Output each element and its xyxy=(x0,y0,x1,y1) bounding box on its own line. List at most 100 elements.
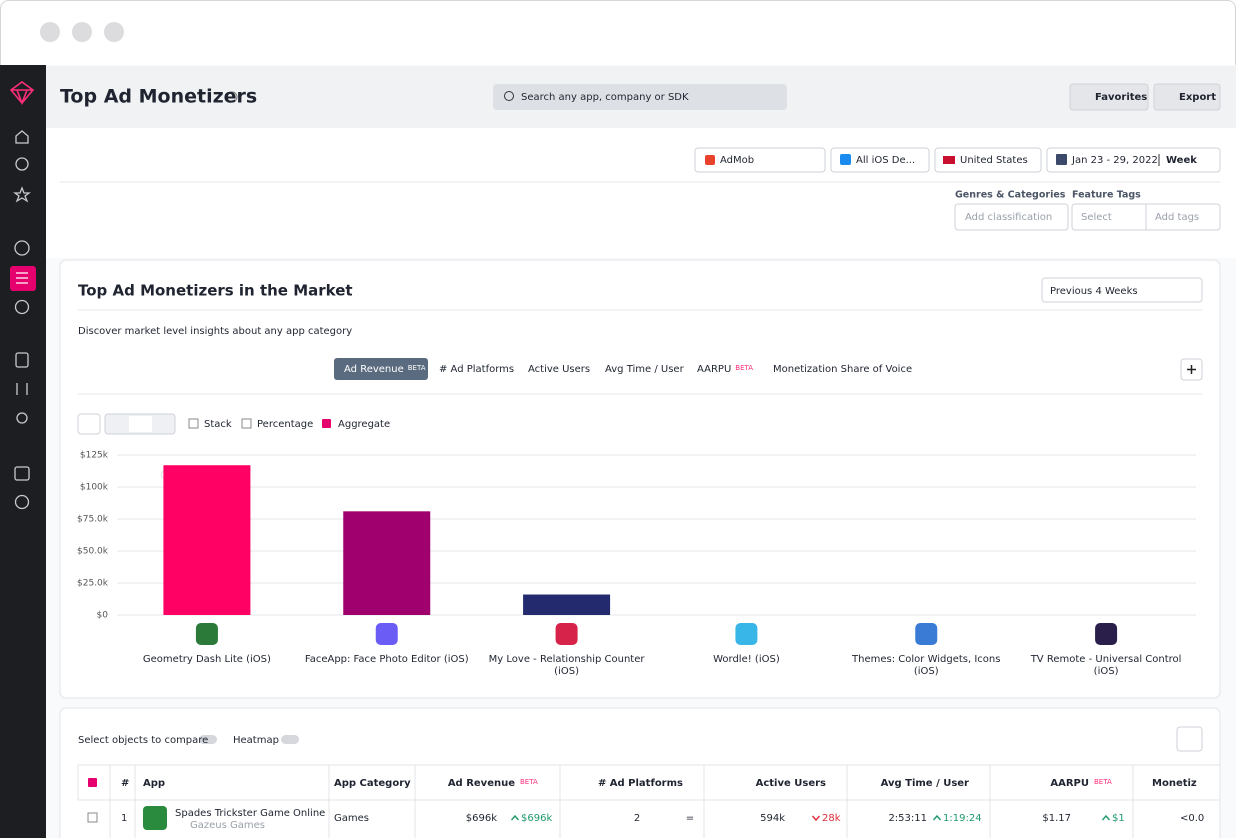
column-header[interactable]: Monetiz xyxy=(1152,778,1197,789)
column-header[interactable]: # Ad Platforms xyxy=(598,778,683,789)
badge: BETA xyxy=(735,364,753,372)
column-header[interactable]: App xyxy=(143,778,165,789)
tab[interactable]: AARPU xyxy=(697,364,731,375)
nav-ideas[interactable] xyxy=(16,412,28,424)
field-label: Genres & Categories xyxy=(955,190,1066,201)
description: Discover market level insights about any… xyxy=(78,326,352,337)
period-select[interactable] xyxy=(1041,277,1203,303)
network-select[interactable] xyxy=(694,147,826,173)
y-tick-label: $75.0k xyxy=(77,515,109,525)
cell-change: 1:19:24 xyxy=(943,813,982,824)
search-box[interactable] xyxy=(493,84,787,110)
bar xyxy=(523,594,611,615)
placeholder: Select xyxy=(1081,212,1112,223)
x-tick-label: Themes: Color Widgets, Icons (iOS) xyxy=(851,654,1000,677)
column-header[interactable]: Active Users xyxy=(756,778,826,789)
export-button[interactable] xyxy=(1153,83,1221,111)
cell-publisher: Gazeus Games xyxy=(190,820,265,831)
y-tick-label: $100k xyxy=(80,483,109,493)
y-tick-label: $125k xyxy=(80,451,109,461)
checkbox[interactable] xyxy=(188,418,199,429)
toggle-label: Select objects to compare xyxy=(78,735,208,746)
nav-home[interactable] xyxy=(15,130,29,144)
favorites-button[interactable] xyxy=(1069,83,1149,111)
arrow-up xyxy=(1101,814,1111,821)
tab[interactable]: Active Users xyxy=(528,364,590,375)
window-dot[interactable] xyxy=(40,22,60,42)
row-checkbox[interactable] xyxy=(87,812,98,823)
nav-favorites[interactable] xyxy=(13,186,31,203)
sidebar xyxy=(0,65,46,838)
select-value: AdMob xyxy=(720,155,754,166)
window-dot[interactable] xyxy=(72,22,92,42)
chart-type-active[interactable] xyxy=(129,416,152,432)
arrow-down xyxy=(811,815,821,822)
flag-icon xyxy=(943,156,955,164)
help-icon[interactable] xyxy=(226,91,238,103)
button-label: Favorites xyxy=(1095,92,1147,103)
badge: BETA xyxy=(408,364,426,372)
tab[interactable]: Monetization Share of Voice xyxy=(773,364,912,375)
column-header[interactable]: Avg Time / User xyxy=(881,778,969,789)
admob-icon xyxy=(705,155,715,165)
cell-change: 28k xyxy=(822,813,841,824)
cell: 1 xyxy=(121,813,127,824)
window-dot[interactable] xyxy=(104,22,124,42)
badge: BETA xyxy=(520,778,538,786)
page-title: Top Ad Monetizers xyxy=(60,86,257,108)
nav-explore[interactable] xyxy=(14,299,30,315)
card-title: Top Ad Monetizers in the Market xyxy=(78,282,353,300)
select-value: Previous 4 Weeks xyxy=(1050,286,1138,297)
cell-change: $1 xyxy=(1112,813,1125,824)
nav-reports[interactable] xyxy=(15,352,29,368)
column-header[interactable]: Ad Revenue xyxy=(448,778,515,789)
zoom-button[interactable] xyxy=(77,413,101,435)
tab[interactable]: # Ad Platforms xyxy=(439,364,514,375)
column-lines xyxy=(109,765,1134,838)
date-select[interactable] xyxy=(1046,147,1221,173)
tab[interactable]: Ad Revenue xyxy=(344,364,404,375)
cell: $696k xyxy=(466,813,497,824)
x-tick-label: Wordle! (iOS) xyxy=(713,654,780,665)
toggle[interactable] xyxy=(199,735,217,744)
button-label: Export xyxy=(1179,92,1216,103)
cell-change: $696k xyxy=(521,813,552,824)
nav-search[interactable] xyxy=(14,494,30,510)
placeholder: Add tags xyxy=(1155,212,1199,223)
column-header[interactable]: AARPU xyxy=(1050,778,1089,789)
app-icon xyxy=(375,623,398,645)
toggle-label: Heatmap xyxy=(233,735,279,746)
search-placeholder: Search any app, company or SDK xyxy=(521,92,689,103)
nav-creatives[interactable] xyxy=(14,466,30,481)
cell: <0.0 xyxy=(1180,813,1204,824)
nav-compare[interactable] xyxy=(16,383,28,395)
calendar-icon xyxy=(1056,154,1067,165)
nav-network[interactable] xyxy=(15,157,29,171)
table-header xyxy=(77,764,1221,801)
checkbox[interactable] xyxy=(241,418,252,429)
column-header[interactable]: App Category xyxy=(334,778,411,789)
device-select[interactable] xyxy=(830,147,930,173)
country-select[interactable] xyxy=(934,147,1042,173)
nav-active-icon xyxy=(16,272,28,284)
select-value: Week xyxy=(1166,155,1197,166)
toggle[interactable] xyxy=(281,735,299,744)
x-tick-label: FaceApp: Face Photo Editor (iOS) xyxy=(305,654,469,665)
cell-app: Spades Trickster Game Online xyxy=(175,808,325,819)
nav-insights[interactable] xyxy=(14,240,30,256)
tab-active[interactable] xyxy=(334,358,428,380)
cell: $1.17 xyxy=(1042,813,1071,824)
x-tick-label: My Love - Relationship Counter (iOS) xyxy=(489,654,646,677)
genres-select[interactable] xyxy=(954,203,1069,231)
logo[interactable] xyxy=(9,81,35,106)
tab[interactable]: Avg Time / User xyxy=(605,364,685,375)
checkbox-checked[interactable] xyxy=(322,419,331,428)
column-header[interactable]: # xyxy=(121,778,129,789)
y-tick-label: $50.0k xyxy=(77,547,109,557)
app-icon xyxy=(915,623,938,645)
export-table-button[interactable] xyxy=(1176,726,1203,752)
app-icon xyxy=(555,623,578,645)
search-icon xyxy=(504,91,514,101)
select-all[interactable] xyxy=(88,778,97,787)
